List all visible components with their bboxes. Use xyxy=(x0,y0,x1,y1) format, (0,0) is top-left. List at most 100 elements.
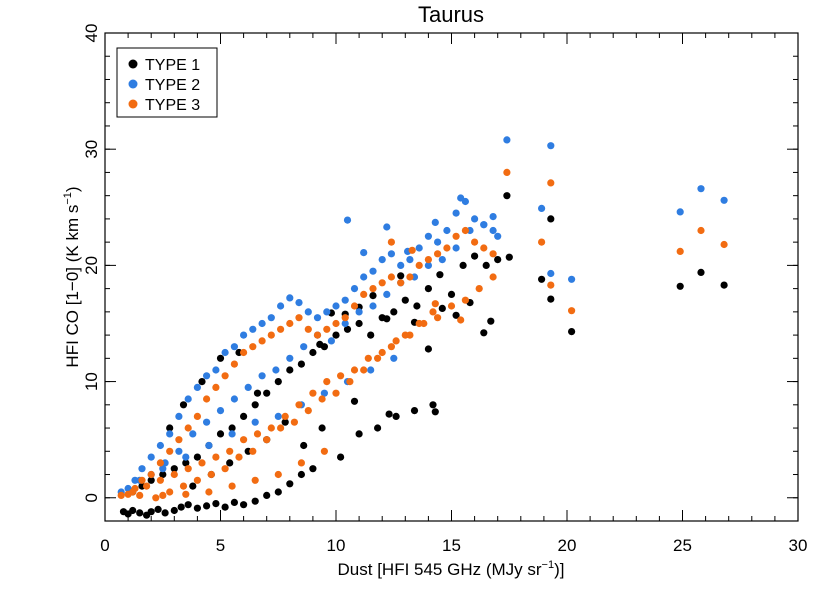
data-point-type2 xyxy=(212,366,220,374)
data-point-type2 xyxy=(383,290,391,298)
y-tick-label: 10 xyxy=(82,372,101,391)
data-point-type1 xyxy=(547,295,555,303)
data-point-type2 xyxy=(676,208,684,216)
data-point-type3 xyxy=(205,488,213,496)
data-point-type3 xyxy=(676,247,684,255)
data-point-type3 xyxy=(295,314,303,322)
data-point-type2 xyxy=(457,194,465,202)
data-point-type1 xyxy=(401,296,409,304)
legend-marker-type3 xyxy=(128,99,138,109)
data-point-type1 xyxy=(367,331,375,339)
data-point-type1 xyxy=(216,354,225,362)
data-point-type3 xyxy=(434,314,442,322)
x-tick-label: 25 xyxy=(673,536,692,555)
data-point-type3 xyxy=(175,436,183,444)
data-point-type2 xyxy=(332,302,340,310)
data-point-type1 xyxy=(274,378,282,386)
data-point-type2 xyxy=(415,244,423,252)
data-point-type3 xyxy=(274,470,282,479)
data-point-type2 xyxy=(286,354,294,362)
data-point-type3 xyxy=(452,232,460,240)
data-point-type1 xyxy=(482,261,490,269)
data-point-type2 xyxy=(166,430,174,438)
data-point-type3 xyxy=(457,316,465,324)
data-point-type1 xyxy=(494,256,502,264)
data-point-type1 xyxy=(316,340,324,348)
data-point-type3 xyxy=(461,226,469,235)
data-point-type2 xyxy=(240,331,248,339)
data-point-type3 xyxy=(337,372,345,380)
data-point-type2 xyxy=(406,256,414,264)
data-point-type2 xyxy=(341,319,349,328)
x-tick-label: 30 xyxy=(789,536,808,555)
data-point-type3 xyxy=(480,244,488,252)
data-point-type2 xyxy=(138,465,146,473)
data-point-type3 xyxy=(369,285,377,293)
data-point-type3 xyxy=(263,436,271,444)
data-point-type1 xyxy=(355,430,363,438)
data-point-type1 xyxy=(161,509,169,517)
data-point-type2 xyxy=(390,354,398,362)
data-point-type1 xyxy=(438,304,446,312)
data-point-type3 xyxy=(360,366,368,374)
y-axis-label-end: ) xyxy=(63,186,82,192)
data-point-type3 xyxy=(401,331,409,339)
data-point-type1 xyxy=(240,501,248,509)
data-point-type1 xyxy=(383,315,391,323)
data-point-type1 xyxy=(274,488,282,496)
data-point-type1 xyxy=(193,453,201,461)
data-point-type2 xyxy=(424,232,432,240)
data-point-type1 xyxy=(436,271,444,279)
data-point-type1 xyxy=(251,497,259,505)
data-point-type2 xyxy=(230,395,238,403)
data-point-type3 xyxy=(350,366,359,374)
data-point-type2 xyxy=(272,366,280,374)
data-point-type1 xyxy=(480,329,488,337)
data-point-type3 xyxy=(374,354,382,362)
data-point-type1 xyxy=(154,505,162,513)
data-point-type1 xyxy=(147,508,155,516)
data-point-type1 xyxy=(309,465,317,473)
data-point-type3 xyxy=(443,244,451,252)
data-point-type2 xyxy=(383,223,391,231)
data-point-type2 xyxy=(360,249,368,257)
data-point-type3 xyxy=(179,482,188,490)
data-point-type2 xyxy=(205,441,213,450)
data-point-type3 xyxy=(166,488,174,496)
data-point-type3 xyxy=(415,319,423,328)
data-point-type2 xyxy=(360,273,368,281)
data-point-type3 xyxy=(193,476,201,484)
data-point-type1 xyxy=(410,407,419,415)
x-tick-label: 20 xyxy=(558,536,577,555)
data-point-type2 xyxy=(184,395,192,403)
data-point-type1 xyxy=(720,281,728,289)
data-point-type2 xyxy=(267,314,275,322)
data-point-type2 xyxy=(538,204,546,212)
data-point-type2 xyxy=(175,447,183,455)
y-tick-label: 20 xyxy=(82,256,101,275)
data-point-type2 xyxy=(355,308,363,316)
data-point-type3 xyxy=(221,372,229,380)
data-point-type1 xyxy=(431,408,439,416)
data-point-type1 xyxy=(212,500,220,508)
data-point-type3 xyxy=(207,470,215,479)
data-point-type3 xyxy=(415,261,423,269)
data-point-type2 xyxy=(323,308,331,316)
data-point-type2 xyxy=(300,343,308,351)
data-point-type3 xyxy=(147,470,155,479)
data-point-type3 xyxy=(547,179,555,187)
data-point-type3 xyxy=(346,378,354,386)
data-point-type2 xyxy=(452,209,460,217)
data-point-type3 xyxy=(406,273,414,281)
data-point-type1 xyxy=(355,319,363,328)
data-point-type2 xyxy=(568,275,576,283)
data-point-type3 xyxy=(258,337,266,345)
data-point-type3 xyxy=(434,250,442,258)
data-point-type3 xyxy=(253,430,262,438)
plot-points xyxy=(117,136,728,519)
data-point-type1 xyxy=(221,503,229,511)
y-axis-label-main: HFI CO [1−0] (K km s xyxy=(63,205,82,368)
data-point-type3 xyxy=(320,447,328,455)
data-point-type3 xyxy=(323,378,331,386)
data-point-type3 xyxy=(447,302,456,310)
